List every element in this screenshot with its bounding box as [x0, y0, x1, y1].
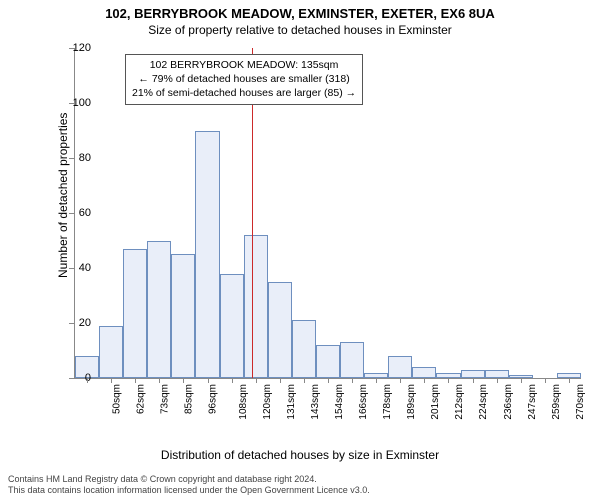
- x-tick-label: 85sqm: [184, 384, 195, 414]
- histogram-bar: [147, 241, 171, 379]
- plot-area: 102 BERRYBROOK MEADOW: 135sqm ← 79% of d…: [74, 48, 581, 379]
- y-tick-label: 120: [73, 42, 91, 54]
- y-tick-label: 20: [79, 317, 91, 329]
- histogram-bar: [292, 320, 316, 378]
- x-tick-label: 108sqm: [238, 384, 249, 420]
- x-tick-label: 154sqm: [334, 384, 345, 420]
- histogram-bar: [195, 131, 219, 379]
- histogram-bar: [268, 282, 292, 378]
- histogram-bar: [99, 326, 123, 378]
- x-tick-label: 120sqm: [262, 384, 273, 420]
- x-tick-label: 259sqm: [551, 384, 562, 420]
- footer-line-1: Contains HM Land Registry data © Crown c…: [8, 474, 596, 485]
- page-subtitle: Size of property relative to detached ho…: [0, 21, 600, 37]
- footer-line-2: This data contains location information …: [8, 485, 596, 496]
- y-tick-label: 80: [79, 152, 91, 164]
- histogram-bar: [412, 367, 436, 378]
- x-tick-label: 143sqm: [310, 384, 321, 420]
- histogram-bar: [388, 356, 412, 378]
- x-tick-label: 247sqm: [527, 384, 538, 420]
- histogram-bar: [340, 342, 364, 378]
- x-tick-label: 270sqm: [575, 384, 586, 420]
- x-tick-label: 50sqm: [112, 384, 123, 414]
- x-tick-label: 178sqm: [382, 384, 393, 420]
- annotation-box: 102 BERRYBROOK MEADOW: 135sqm ← 79% of d…: [125, 54, 363, 105]
- annotation-line-3: 21% of semi-detached houses are larger (…: [132, 86, 356, 100]
- y-tick-label: 100: [73, 97, 91, 109]
- histogram-bar: [220, 274, 244, 379]
- histogram-bar: [123, 249, 147, 378]
- x-axis-label: Distribution of detached houses by size …: [0, 448, 600, 462]
- x-tick-label: 212sqm: [454, 384, 465, 420]
- page-title: 102, BERRYBROOK MEADOW, EXMINSTER, EXETE…: [0, 0, 600, 21]
- y-axis-label: Number of detached properties: [56, 113, 70, 278]
- histogram-chart: Number of detached properties 102 BERRYB…: [50, 48, 580, 418]
- footer-attribution: Contains HM Land Registry data © Crown c…: [8, 474, 596, 497]
- histogram-bar: [461, 370, 485, 378]
- x-tick-label: 166sqm: [358, 384, 369, 420]
- annotation-line-2: ← 79% of detached houses are smaller (31…: [132, 72, 356, 86]
- x-tick-label: 96sqm: [208, 384, 219, 414]
- x-tick-label: 236sqm: [503, 384, 514, 420]
- histogram-bar: [171, 254, 195, 378]
- x-tick-label: 131sqm: [286, 384, 297, 420]
- x-tick-label: 62sqm: [136, 384, 147, 414]
- y-tick-label: 40: [79, 262, 91, 274]
- annotation-line-1: 102 BERRYBROOK MEADOW: 135sqm: [132, 58, 356, 72]
- y-tick-label: 60: [79, 207, 91, 219]
- histogram-bar: [316, 345, 340, 378]
- x-tick-label: 189sqm: [406, 384, 417, 420]
- histogram-bar: [244, 235, 268, 378]
- x-tick-label: 201sqm: [430, 384, 441, 420]
- x-tick-label: 73sqm: [160, 384, 171, 414]
- x-tick-label: 224sqm: [479, 384, 490, 420]
- histogram-bar: [485, 370, 509, 378]
